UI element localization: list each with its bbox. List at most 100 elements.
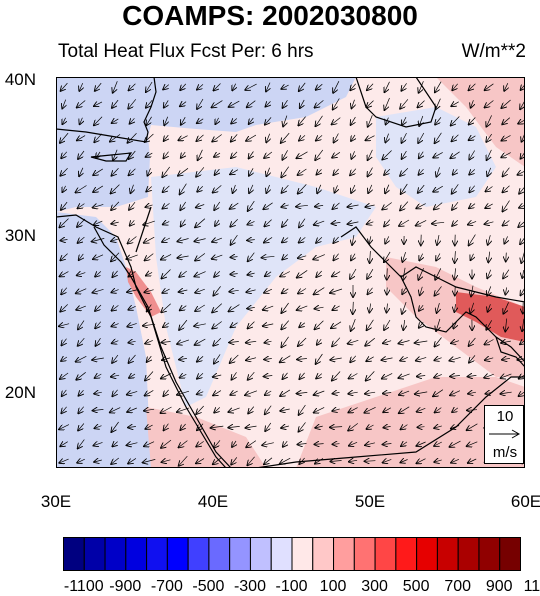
wind-vector-arrow bbox=[367, 83, 374, 90]
wind-vector-arrow bbox=[161, 254, 172, 259]
wind-vector-arrow bbox=[332, 306, 340, 310]
wind-vector-arrow bbox=[351, 134, 355, 141]
wind-vector-arrow bbox=[316, 353, 323, 364]
wind-vector-arrow bbox=[266, 167, 269, 176]
wind-vector-arrow bbox=[162, 358, 171, 360]
wind-vector-arrow bbox=[265, 272, 272, 276]
wind-vector-arrow bbox=[313, 254, 325, 260]
wind-vector-arrow bbox=[351, 318, 356, 331]
wind-vector-arrow bbox=[59, 424, 70, 430]
wind-vector-arrow bbox=[519, 204, 525, 208]
wind-vector-arrow bbox=[213, 457, 222, 465]
wind-vector-arrow bbox=[231, 323, 238, 328]
wind-vector-arrow bbox=[93, 255, 104, 259]
wind-vector-arrow bbox=[181, 117, 185, 125]
wind-vector-arrow bbox=[112, 442, 117, 447]
cool-flux-region bbox=[56, 77, 356, 212]
wind-vector-arrow bbox=[230, 391, 238, 395]
wind-vector-arrow bbox=[195, 304, 205, 311]
wind-vector-arrow bbox=[281, 85, 289, 89]
wind-vector-arrow bbox=[177, 391, 190, 395]
wind-vector-arrow bbox=[368, 184, 372, 193]
wind-vector-field bbox=[59, 81, 525, 466]
wind-vector-arrow bbox=[112, 168, 119, 175]
wind-vector-arrow bbox=[502, 135, 511, 140]
wind-vector-arrow bbox=[454, 268, 455, 279]
wind-vector-arrow bbox=[385, 184, 389, 194]
wind-vector-arrow bbox=[263, 306, 274, 310]
wind-vector-arrow bbox=[333, 202, 340, 209]
wind-vector-arrow bbox=[262, 443, 274, 446]
wind-vector-arrow bbox=[281, 336, 289, 347]
wind-vector-arrow bbox=[467, 423, 478, 430]
wind-vector-arrow bbox=[382, 358, 393, 360]
colorbar-tick-label: -1100 bbox=[63, 578, 104, 595]
wind-vector-arrow bbox=[455, 251, 456, 263]
wind-vector-arrow bbox=[298, 184, 307, 193]
wind-vector-arrow bbox=[111, 222, 119, 224]
wind-vector-arrow bbox=[146, 272, 153, 275]
wind-vector-arrow bbox=[127, 408, 137, 412]
reference-arrow-icon bbox=[489, 429, 521, 439]
wind-vector-arrow bbox=[367, 425, 374, 429]
wind-vector-arrow bbox=[298, 337, 307, 346]
wind-vector-arrow bbox=[180, 423, 185, 430]
wind-vector-arrow bbox=[163, 222, 170, 225]
lat-label-30n: 30N bbox=[4, 226, 36, 245]
wind-vector-arrow bbox=[229, 342, 239, 343]
wind-vector-arrow bbox=[246, 440, 256, 448]
wind-vector-arrow bbox=[180, 102, 187, 107]
wind-vector-arrow bbox=[230, 354, 239, 363]
colorbar-tick-label: -100 bbox=[275, 578, 308, 595]
wind-vector-arrow bbox=[95, 271, 102, 276]
wind-vector-arrow bbox=[212, 238, 223, 242]
wind-vector-arrow bbox=[468, 221, 477, 224]
wind-vector-arrow bbox=[128, 341, 136, 342]
wind-vector-arrow bbox=[76, 306, 86, 310]
wind-vector-arrow bbox=[522, 270, 523, 278]
wind-vector-arrow bbox=[504, 236, 507, 243]
wind-vector-arrow bbox=[471, 253, 474, 260]
wind-vector-arrow bbox=[76, 372, 86, 379]
wind-vector-arrow bbox=[518, 169, 525, 175]
wind-vector-arrow bbox=[281, 166, 289, 178]
wind-vector-arrow bbox=[262, 256, 275, 257]
wind-vector-arrow bbox=[331, 321, 342, 328]
wind-vector-arrow bbox=[436, 167, 439, 176]
wind-vector-arrow bbox=[247, 307, 255, 308]
wind-vector-arrow bbox=[469, 169, 476, 174]
wind-vector-arrow bbox=[399, 406, 410, 413]
wind-vector-arrow bbox=[163, 85, 170, 90]
wind-vector-arrow bbox=[468, 392, 476, 394]
wind-vector-arrow bbox=[333, 98, 340, 110]
colorbar-swatch bbox=[229, 537, 251, 571]
wind-vector-arrow bbox=[94, 133, 102, 142]
wind-vector-arrow bbox=[130, 220, 135, 225]
wind-vector-arrow bbox=[280, 457, 291, 464]
warm-flux-region-yemen bbox=[146, 407, 266, 468]
wind-vector-arrow bbox=[436, 253, 440, 261]
wind-vector-arrow bbox=[298, 116, 306, 126]
wind-vector-arrow bbox=[351, 253, 355, 261]
wind-vector-arrow bbox=[503, 167, 510, 177]
wind-vector-arrow bbox=[246, 358, 257, 361]
wind-vector-arrow bbox=[62, 338, 67, 346]
wind-vector-arrow bbox=[93, 185, 104, 192]
wind-vector-arrow bbox=[111, 457, 120, 464]
wind-vector-arrow bbox=[77, 218, 86, 227]
colorbar-swatch bbox=[416, 537, 438, 571]
colorbar-swatch bbox=[436, 537, 459, 571]
wind-vector-arrow bbox=[112, 305, 119, 310]
wind-vector-arrow bbox=[316, 83, 323, 90]
colorbar-tick-label: 1100 bbox=[523, 578, 540, 595]
wind-vector-arrow bbox=[230, 219, 238, 226]
wind-vector-arrow bbox=[437, 303, 440, 313]
wind-vector-arrow bbox=[127, 443, 138, 446]
wind-vector-arrow bbox=[93, 289, 104, 292]
lat-label-40n: 40N bbox=[4, 70, 36, 89]
wind-vector-arrow bbox=[130, 118, 135, 123]
wind-vector-arrow bbox=[519, 373, 525, 378]
wind-vector-arrow bbox=[349, 460, 358, 461]
wind-vector-arrow bbox=[281, 205, 289, 207]
wind-vector-arrow bbox=[333, 444, 340, 445]
